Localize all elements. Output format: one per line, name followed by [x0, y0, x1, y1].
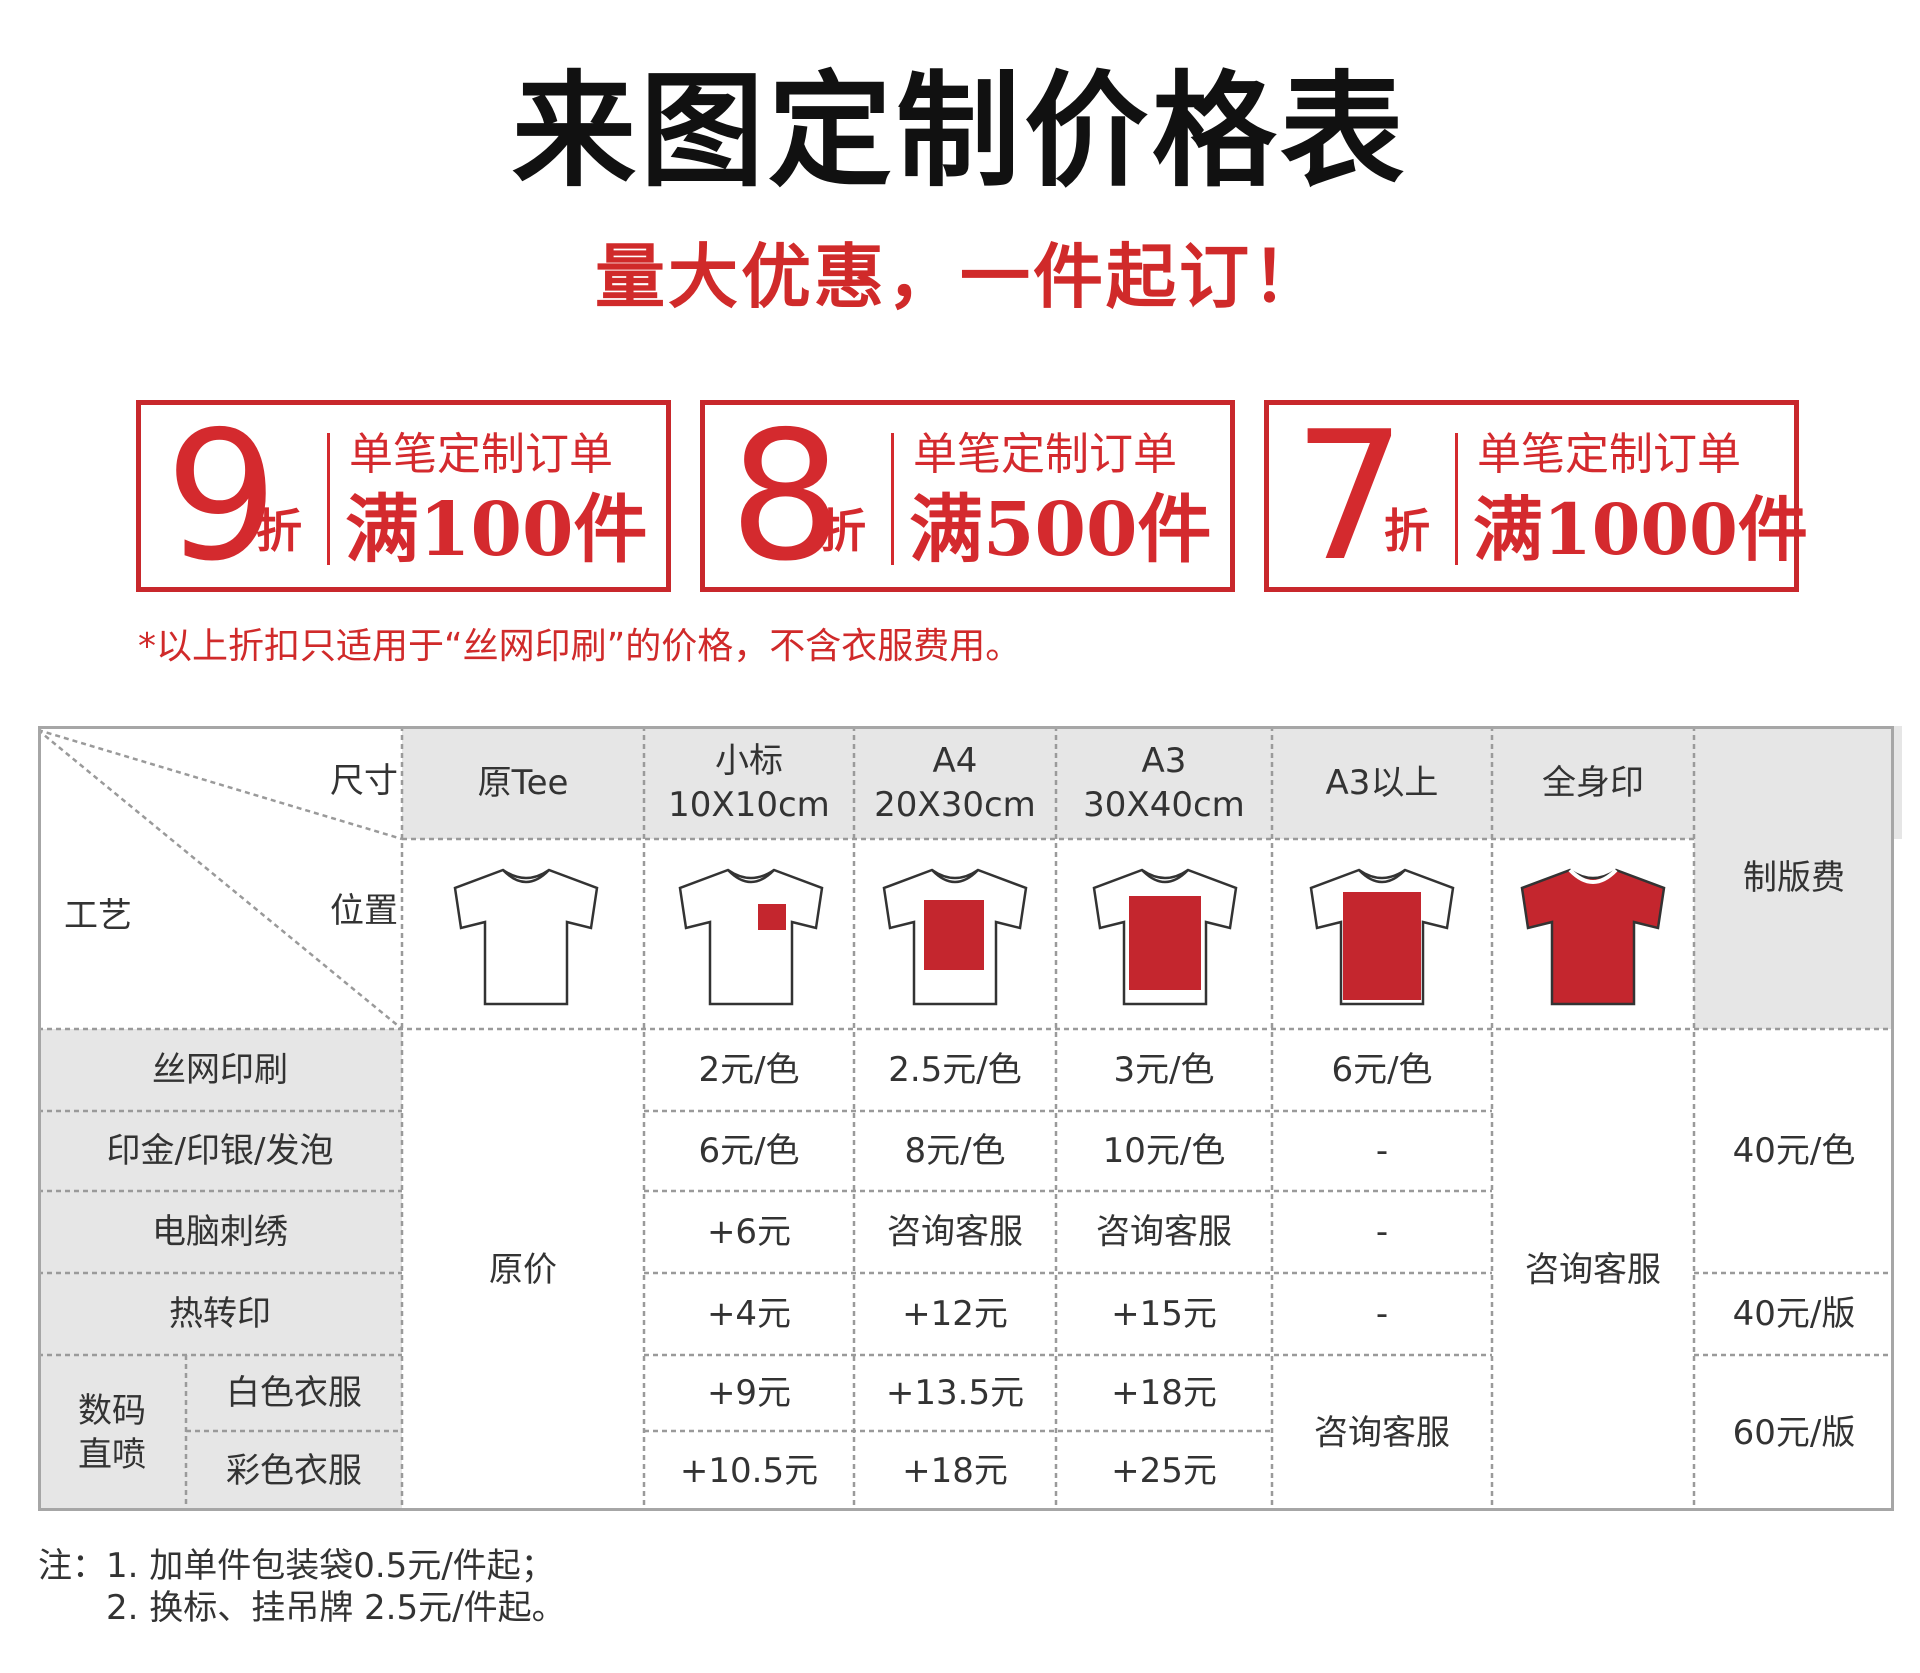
col-header-a3: A3 30X40cm: [1083, 740, 1245, 825]
price-cell: +12元: [902, 1294, 1008, 1334]
row-label-embroidery: 电脑刺绣: [152, 1212, 288, 1252]
badge-divider: [1455, 433, 1458, 565]
price-cell: +18元: [902, 1451, 1008, 1491]
price-cell: 咨询客服: [1096, 1212, 1232, 1252]
discount-condition: 单笔定制订单: [913, 429, 1177, 480]
price-cell: -: [1375, 1212, 1389, 1252]
footnote-1: 注：1. 加单件包装袋0.5元/件起；: [38, 1546, 555, 1586]
tshirt-a3plus-print-icon: [1309, 868, 1455, 1006]
plate-fee-digital: 60元/版: [1732, 1413, 1856, 1453]
price-cell: 2元/色: [698, 1050, 800, 1090]
corner-craft-label: 工艺: [64, 896, 132, 936]
price-table: 尺寸 位置 工艺 原Tee 小标 10X10cm A4 20X30cm A3 30X4…: [38, 726, 1902, 1511]
discount-unit: 折: [1384, 504, 1430, 558]
price-cell: 6元/色: [698, 1131, 800, 1171]
price-cell: +18元: [1111, 1373, 1217, 1413]
page-subtitle: 量大优惠，一件起订！: [595, 236, 1325, 318]
discount-number: 8: [729, 393, 843, 600]
row-label-heat-transfer: 热转印: [169, 1294, 271, 1334]
corner-size-label: 尺寸: [330, 761, 398, 801]
fullbody-price-cell: 咨询客服: [1525, 1250, 1661, 1290]
discount-quantity: 满500件: [909, 487, 1212, 573]
price-cell: -: [1375, 1131, 1389, 1171]
discount-number: 9: [165, 393, 279, 600]
tshirt-fullbody-print-icon: [1520, 868, 1666, 1006]
row-label-white-shirt: 白色衣服: [226, 1373, 362, 1413]
plate-fee-screen-gold: 40元/色: [1732, 1131, 1856, 1171]
col-header-fullbody: 全身印: [1542, 762, 1644, 803]
discount-condition: 单笔定制订单: [349, 429, 613, 480]
discount-badge-7: 7 折 单笔定制订单 满1000件: [1264, 393, 1808, 600]
price-cell: 6元/色: [1331, 1050, 1433, 1090]
price-cell: 10元/色: [1102, 1131, 1226, 1171]
footnotes: 注：1. 加单件包装袋0.5元/件起； 2. 换标、挂吊牌 2.5元/件起。: [38, 1545, 566, 1629]
price-cell: 2.5元/色: [888, 1050, 1022, 1090]
tshirt-small-print-icon: [678, 868, 824, 1006]
row-label-color-shirt: 彩色衣服: [226, 1451, 362, 1491]
discount-quantity: 满100件: [345, 487, 648, 573]
tshirt-a4-print-icon: [882, 868, 1028, 1006]
discount-quantity: 满1000件: [1473, 488, 1808, 571]
badge-divider: [327, 433, 330, 565]
price-cell: 3元/色: [1113, 1050, 1215, 1090]
price-cell: +13.5元: [885, 1373, 1025, 1413]
price-cell: +9元: [706, 1373, 792, 1413]
page-title: 来图定制价格表: [511, 60, 1408, 204]
row-label-screen-print: 丝网印刷: [152, 1050, 288, 1090]
discount-badge-9: 9 折 单笔定制订单 满100件: [136, 400, 671, 592]
footnote-2: 2. 换标、挂吊牌 2.5元/件起。: [106, 1588, 566, 1628]
discount-number: 7: [1293, 393, 1407, 600]
col-header-small: 小标 10X10cm: [668, 740, 830, 825]
price-cell: +6元: [706, 1212, 792, 1252]
discount-badge-8: 8 折 单笔定制订单 满500件: [700, 400, 1235, 592]
plate-fee-heat-transfer: 40元/版: [1732, 1294, 1856, 1334]
price-cell: +25元: [1111, 1451, 1217, 1491]
price-cell: 8元/色: [904, 1131, 1006, 1171]
price-cell: +15元: [1111, 1294, 1217, 1334]
digital-a3plus-cell: 咨询客服: [1314, 1413, 1450, 1453]
price-cell: +10.5元: [679, 1451, 819, 1491]
discount-condition: 单笔定制订单: [1477, 429, 1741, 480]
col-header-original: 原Tee: [477, 762, 569, 803]
discount-disclaimer: *以上折扣只适用于“丝网印刷”的价格，不含衣服费用。: [138, 626, 1022, 667]
badge-divider: [891, 433, 894, 565]
original-price-cell: 原价: [489, 1250, 557, 1290]
row-label-digital-group: 数码 直喷: [78, 1391, 146, 1475]
row-label-gold-silver-foam: 印金/印银/发泡: [106, 1131, 334, 1171]
col-header-a4: A4 20X30cm: [874, 740, 1036, 825]
price-cell: 咨询客服: [887, 1212, 1023, 1252]
col-header-plate-fee: 制版费: [1743, 857, 1845, 898]
price-cell: +4元: [706, 1294, 792, 1334]
tshirt-a3-print-icon: [1092, 868, 1238, 1006]
price-cell: -: [1375, 1294, 1389, 1334]
corner-position-label: 位置: [330, 891, 398, 931]
discount-unit: 折: [256, 504, 302, 558]
discount-unit: 折: [820, 504, 866, 558]
col-header-a3plus: A3以上: [1325, 762, 1439, 803]
tshirt-plain-icon: [453, 868, 599, 1006]
